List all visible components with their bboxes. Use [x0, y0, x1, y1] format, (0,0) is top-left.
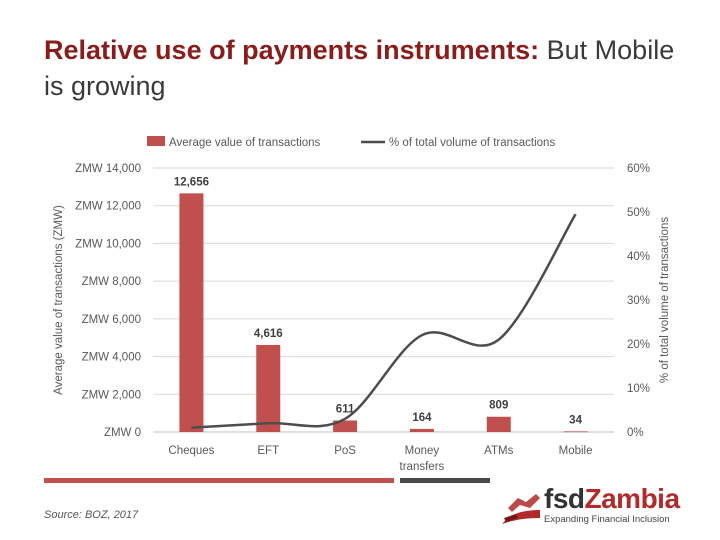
x-tick-label: PoS [334, 445, 356, 457]
logo-mark-icon [502, 494, 540, 524]
x-tick-label: EFT [257, 445, 279, 457]
x-tick-label: Cheques [168, 445, 214, 457]
bar [333, 420, 358, 432]
logo-word-fsd: fsd [544, 483, 585, 514]
y2-tick-label: 30% [627, 295, 650, 307]
x-tick-label: Money [405, 445, 440, 457]
y-tick-label: ZMW 4,000 [82, 352, 141, 364]
legend-line-label: % of total volume of transactions [389, 137, 555, 149]
logo-wordmark: fsdZambia [544, 483, 680, 515]
bar-data-label: 611 [336, 403, 355, 415]
logo-word-zambia: Zambia [584, 483, 681, 514]
y-tick-label: ZMW 2,000 [82, 389, 141, 401]
bar [486, 416, 511, 432]
y-tick-label: ZMW 8,000 [82, 276, 141, 288]
bar [409, 428, 434, 432]
y-tick-label: ZMW 0 [104, 427, 141, 439]
chart: ZMW 0 ZMW 2,000 ZMW 4,000 ZMW 6,000 ZMW 8,00… [53, 136, 671, 473]
slide-title-bold: Relative use of payments instruments: [44, 35, 540, 65]
logo-tagline: Expanding Financial Inclusion [544, 514, 670, 525]
y-tick-label: ZMW 14,000 [75, 163, 141, 175]
bar-data-label: 34 [569, 414, 582, 426]
y2-tick-label: 50% [627, 207, 650, 219]
bar-data-label: 164 [412, 412, 432, 424]
y-tick-label: ZMW 6,000 [82, 314, 141, 326]
line-series-path [191, 213, 577, 429]
x-tick-label: ATMs [484, 445, 513, 457]
y2-tick-label: 60% [627, 163, 650, 175]
y2-tick-label: 10% [627, 383, 650, 395]
bar [563, 431, 588, 433]
y-tick-label: ZMW 10,000 [75, 238, 141, 250]
y-axis-title: Average value of transactions (ZMW) [53, 205, 65, 395]
legend-bar-label: Average value of transactions [169, 137, 321, 149]
footer-bar-red [44, 478, 394, 483]
y2-tick-label: 20% [627, 339, 650, 351]
slide-title: Relative use of payments instruments: Bu… [44, 32, 684, 104]
bar-data-label: 809 [489, 400, 508, 412]
bar-data-label: 4,616 [254, 328, 283, 340]
footer-bar-dark [400, 478, 490, 483]
x-tick-label: Mobile [559, 445, 593, 457]
legend-bar-swatch [147, 136, 165, 146]
fsd-zambia-logo: fsdZambia Expanding Financial Inclusion [500, 483, 700, 528]
y2-axis-title: % of total volume of transactions [659, 217, 671, 383]
y-tick-label: ZMW 12,000 [75, 201, 141, 213]
bar [256, 344, 281, 432]
y2-tick-label: 40% [627, 251, 650, 263]
slide-title-rest: But Mobile is growing [44, 35, 675, 101]
bar [179, 193, 204, 432]
source-note: Source: BOZ, 2017 [44, 509, 139, 521]
x-tick-label: transfers [400, 461, 445, 473]
bar-data-label: 12,656 [174, 176, 209, 188]
y2-tick-label: 0% [627, 427, 644, 439]
